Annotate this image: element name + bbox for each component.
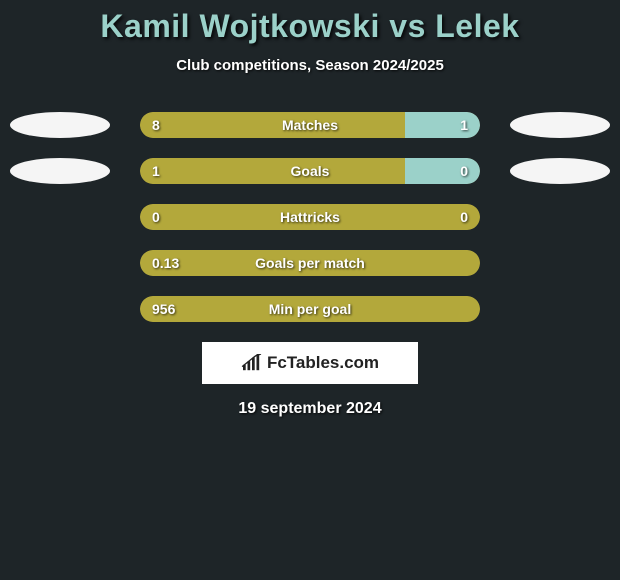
comparison-area: 81Matches 10Goals 00Hattricks 0.13Goals per… bbox=[0, 112, 620, 322]
stat-bar: 956Min per goal bbox=[140, 296, 480, 322]
stat-label: Goals bbox=[140, 158, 480, 184]
player-right-avatar bbox=[510, 158, 610, 184]
avatar-spacer bbox=[510, 250, 610, 276]
avatar-spacer bbox=[510, 204, 610, 230]
logo-text: FcTables.com bbox=[267, 353, 379, 373]
stat-row: 81Matches bbox=[0, 112, 620, 138]
stat-label: Min per goal bbox=[140, 296, 480, 322]
avatar-spacer bbox=[10, 204, 110, 230]
stat-row: 956Min per goal bbox=[0, 296, 620, 322]
player-right-avatar bbox=[510, 112, 610, 138]
date-text: 19 september 2024 bbox=[0, 400, 620, 418]
subtitle: Club competitions, Season 2024/2025 bbox=[0, 57, 620, 74]
stat-label: Goals per match bbox=[140, 250, 480, 276]
avatar-spacer bbox=[10, 296, 110, 322]
stat-bar: 81Matches bbox=[140, 112, 480, 138]
stat-row: 0.13Goals per match bbox=[0, 250, 620, 276]
stat-row: 10Goals bbox=[0, 158, 620, 184]
stat-label: Hattricks bbox=[140, 204, 480, 230]
player-left-avatar bbox=[10, 112, 110, 138]
avatar-spacer bbox=[510, 296, 610, 322]
player-left-avatar bbox=[10, 158, 110, 184]
logo-box: FcTables.com bbox=[202, 342, 418, 384]
page-title: Kamil Wojtkowski vs Lelek bbox=[0, 0, 620, 45]
stat-bar: 00Hattricks bbox=[140, 204, 480, 230]
stat-bar: 0.13Goals per match bbox=[140, 250, 480, 276]
avatar-spacer bbox=[10, 250, 110, 276]
stat-bar: 10Goals bbox=[140, 158, 480, 184]
stat-label: Matches bbox=[140, 112, 480, 138]
chart-icon bbox=[241, 354, 263, 372]
stat-row: 00Hattricks bbox=[0, 204, 620, 230]
